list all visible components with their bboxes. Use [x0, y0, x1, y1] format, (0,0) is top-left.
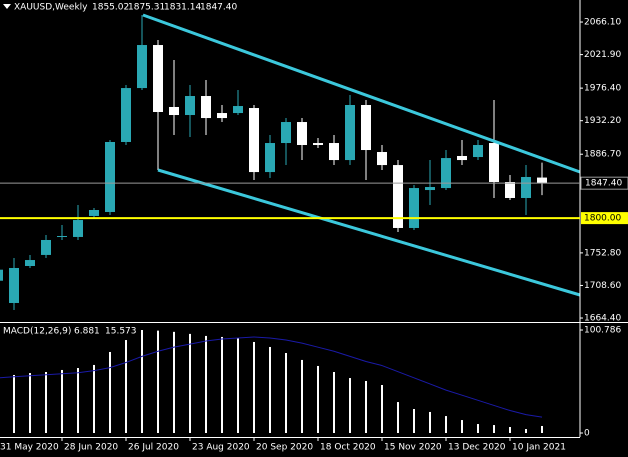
candle-body: [153, 45, 163, 112]
menu-arrow: [3, 4, 11, 9]
candle-body: [521, 176, 531, 198]
candle-body: [505, 182, 515, 198]
channel-lower: [157, 168, 581, 297]
x-tick-label: 18 Oct 2020: [320, 443, 376, 453]
ohlc-low: 1831.14: [164, 3, 201, 13]
candle-body: [0, 269, 3, 281]
ohlc-open: 1855.02: [92, 3, 129, 13]
candle-body: [25, 260, 35, 266]
y-tick-label: 1752.80: [584, 248, 621, 258]
level-label: 1800.00: [584, 214, 621, 224]
candle-body: [217, 113, 227, 119]
macd-name: MACD(12,26,9): [3, 327, 71, 337]
candle-body: [73, 220, 83, 237]
candle-body: [345, 105, 355, 161]
candle-body: [121, 88, 131, 142]
x-tick-label: 15 Nov 2020: [384, 443, 442, 453]
candle-body: [377, 152, 387, 166]
x-tick-label: 28 Jun 2020: [64, 443, 118, 453]
candle-body: [201, 96, 211, 119]
candle-body: [537, 177, 547, 184]
chart-title: XAUUSD,Weekly: [14, 3, 88, 13]
candle-body: [89, 210, 99, 216]
ohlc-close: 1847.40: [200, 3, 237, 13]
candle-body: [313, 143, 323, 146]
x-tick-label: 13 Dec 2020: [448, 443, 506, 453]
candle-body: [489, 143, 499, 182]
macd-y-tick-label: 0: [584, 429, 590, 439]
candle-body: [105, 141, 115, 212]
candle-body: [57, 236, 67, 238]
y-tick-label: 1708.60: [584, 281, 621, 291]
candle-body: [265, 143, 275, 173]
y-tick-label: 1976.40: [584, 84, 621, 94]
y-tick-label: 2021.90: [584, 50, 621, 60]
y-tick-label: 2066.10: [584, 18, 621, 28]
candle-body: [249, 108, 259, 173]
candle-body: [169, 106, 179, 116]
candle-body: [441, 158, 451, 189]
candle-body: [393, 165, 403, 228]
macd-y-tick-label: 100.786: [584, 326, 621, 336]
x-tick-label: 31 May 2020: [0, 443, 59, 453]
candle-body: [297, 122, 307, 146]
level-box: [581, 212, 628, 225]
current-price-label: 1847.40: [585, 179, 622, 189]
macd-signal-value: 15.573: [105, 327, 137, 337]
channel-upper: [142, 13, 581, 174]
x-tick-label: 20 Sep 2020: [256, 443, 313, 453]
current-price-box: [580, 176, 628, 190]
y-tick-label: 1932.20: [584, 116, 621, 126]
candle-body: [473, 145, 483, 158]
candle-body: [281, 122, 291, 144]
candle-body: [233, 106, 243, 114]
macd-signal-line: [0, 336, 543, 418]
candle-body: [9, 267, 19, 303]
candle-body: [409, 188, 419, 228]
price-plot: [0, 15, 547, 310]
candle-body: [361, 105, 371, 151]
candle-body: [329, 143, 339, 161]
y-tick-label: 1664.40: [584, 314, 621, 324]
x-tick-label: 10 Jan 2021: [512, 443, 566, 453]
y-tick-label: 1886.70: [584, 150, 621, 160]
candle-body: [425, 187, 435, 191]
candle-body: [457, 155, 467, 161]
x-tick-label: 23 Aug 2020: [192, 443, 250, 453]
ohlc-high: 1875.31: [128, 3, 165, 13]
x-tick-label: 26 Jul 2020: [128, 443, 179, 453]
macd-value: 6.881: [74, 327, 100, 337]
candle-body: [137, 45, 147, 89]
candle-body: [41, 239, 51, 255]
candle-body: [185, 96, 195, 116]
